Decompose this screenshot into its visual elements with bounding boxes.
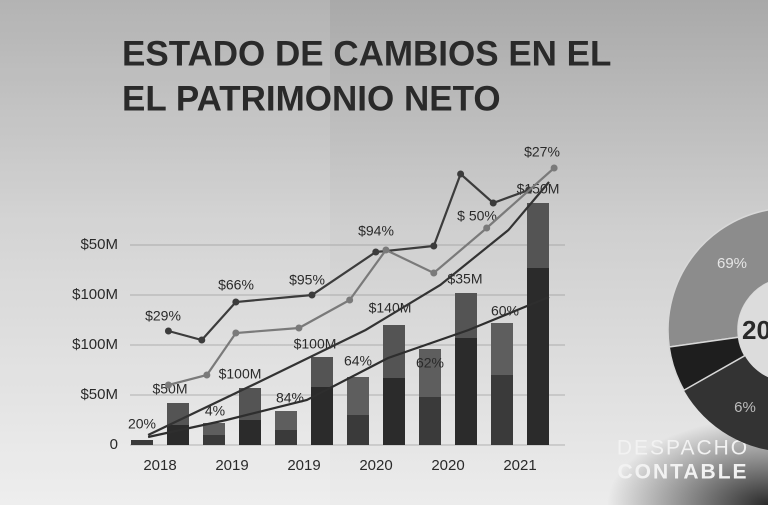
brand-top: DESPACHO <box>617 437 749 460</box>
y-tick-label: $100M <box>72 336 118 353</box>
annotation: $27% <box>524 144 560 160</box>
donut-hole <box>738 282 768 378</box>
annotation: $140M <box>369 300 412 316</box>
bar-segment <box>167 403 189 425</box>
line-point <box>382 246 390 254</box>
line-point <box>372 248 380 256</box>
bar-segment <box>203 435 225 445</box>
annotation: $100M <box>294 336 337 352</box>
line-point <box>232 329 240 337</box>
line-point <box>232 298 240 306</box>
bar-segment <box>527 203 549 268</box>
line-point <box>164 381 172 389</box>
bar-segment <box>311 357 333 387</box>
bar-segment <box>275 430 297 445</box>
bar-segment <box>491 375 513 445</box>
x-tick-label: 2018 <box>143 457 176 474</box>
y-tick-label: 0 <box>110 436 118 453</box>
annotation: $95% <box>289 272 325 288</box>
line-point <box>198 336 206 344</box>
annotation: $ 50% <box>457 208 497 224</box>
line-point <box>430 242 438 250</box>
bar-segment <box>419 397 441 445</box>
title-line: ESTADO DE CAMBIOS EN EL <box>122 34 611 73</box>
x-tick-label: 2019 <box>287 457 320 474</box>
bar-segment <box>491 323 513 375</box>
annotation: $66% <box>218 277 254 293</box>
y-tick-label: $50M <box>80 386 118 403</box>
annotation: $50M <box>152 381 187 397</box>
x-tick-label: 2021 <box>503 457 536 474</box>
annotation: 62% <box>416 355 444 371</box>
x-tick-label: 2020 <box>431 457 464 474</box>
line-point <box>430 269 438 277</box>
pie-slice <box>667 209 768 348</box>
pie-label: 69% <box>717 255 747 272</box>
bar-segment <box>347 415 369 445</box>
annotation: $100M <box>219 366 262 382</box>
bar-segment <box>239 420 261 445</box>
brand-bottom: CONTABLE <box>617 461 748 484</box>
bar-segment <box>347 377 369 415</box>
bar-segment <box>203 423 225 435</box>
annotation: 20% <box>128 416 156 432</box>
x-tick-label: 2020 <box>359 457 392 474</box>
line-point <box>308 291 316 299</box>
y-tick-label: $50M <box>80 236 118 253</box>
annotation: 60% <box>491 303 519 319</box>
annotation: 64% <box>344 353 372 369</box>
bar-segment <box>527 268 549 445</box>
line-point <box>457 170 465 178</box>
annotation: 4% <box>205 403 225 419</box>
bar-segment <box>311 387 333 445</box>
bar-segment <box>383 378 405 445</box>
annotation: $35M <box>447 271 482 287</box>
line-point <box>164 327 172 335</box>
annotation: $94% <box>358 223 394 239</box>
line-point <box>203 371 211 379</box>
line <box>147 295 550 439</box>
bar-segment <box>131 440 153 445</box>
title-line: EL PATRIMONIO NETO <box>122 79 501 118</box>
bar-segment <box>419 349 441 397</box>
annotation: $29% <box>145 308 181 324</box>
bar-segment <box>455 338 477 445</box>
bar-segment <box>455 293 477 338</box>
donut-center: 20 <box>742 315 768 345</box>
line-point <box>483 224 491 232</box>
y-tick-label: $100M <box>72 286 118 303</box>
bar-segment <box>383 325 405 378</box>
line <box>147 181 550 436</box>
x-tick-label: 2019 <box>215 457 248 474</box>
line-point <box>550 164 558 172</box>
pie-label: 6% <box>734 399 756 416</box>
line-point <box>295 324 303 332</box>
bar-segment <box>275 411 297 430</box>
line-point <box>346 296 354 304</box>
line-point <box>489 199 497 207</box>
